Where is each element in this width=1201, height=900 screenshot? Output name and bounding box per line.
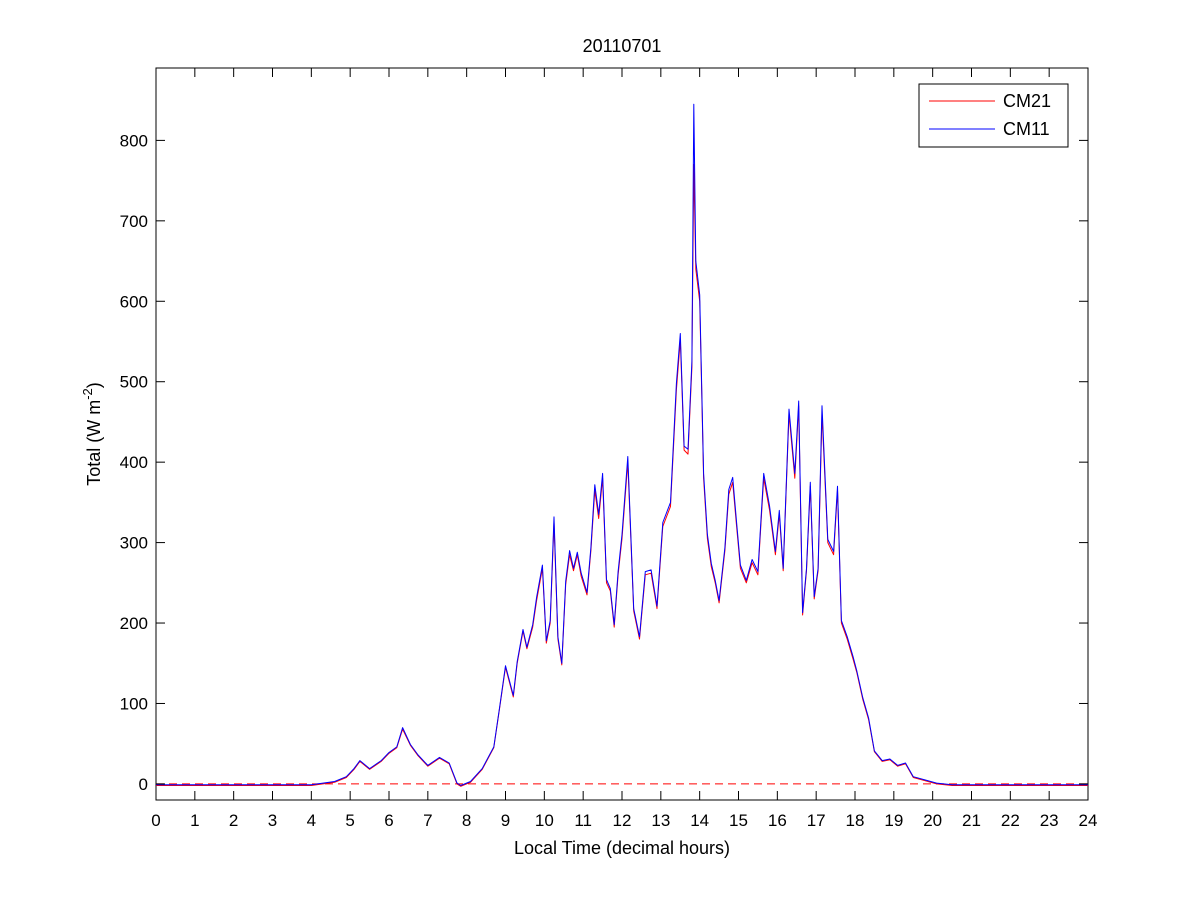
x-axis-label: Local Time (decimal hours) <box>514 838 730 858</box>
y-axis-ticks: 0 100 200 300 400 500 600 700 800 <box>120 131 1088 794</box>
y-tick-label: 0 <box>139 775 148 794</box>
x-tick-label: 9 <box>501 811 510 830</box>
x-tick-label: 8 <box>462 811 471 830</box>
x-tick-label: 20 <box>923 811 942 830</box>
x-tick-label: 15 <box>729 811 748 830</box>
x-tick-label: 12 <box>613 811 632 830</box>
x-axis-ticks: 0 1 2 3 4 5 6 7 8 9 10 11 12 13 14 15 16 17 18 19 20 21 22 23 24 <box>151 68 1097 830</box>
chart-title: 20110701 <box>583 36 662 56</box>
x-tick-label: 22 <box>1001 811 1020 830</box>
x-tick-label: 1 <box>190 811 199 830</box>
x-tick-label: 10 <box>535 811 554 830</box>
x-tick-label: 14 <box>690 811 709 830</box>
legend-label-cm21: CM21 <box>1003 91 1051 111</box>
y-tick-label: 700 <box>120 212 148 231</box>
x-tick-label: 11 <box>574 811 592 830</box>
axes-box <box>155 67 1089 801</box>
x-tick-label: 24 <box>1079 811 1098 830</box>
legend-box <box>918 83 1069 148</box>
x-tick-label: 17 <box>807 811 826 830</box>
x-tick-label: 7 <box>423 811 432 830</box>
x-tick-label: 6 <box>384 811 393 830</box>
series-line-cm11 <box>156 103 1088 786</box>
y-tick-label: 100 <box>120 694 148 713</box>
y-axis-label-suffix: ) <box>84 382 104 388</box>
y-tick-label: 800 <box>120 131 148 150</box>
x-tick-label: 3 <box>268 811 277 830</box>
x-tick-label: 4 <box>307 811 316 830</box>
legend: CM21 CM11 <box>918 83 1069 148</box>
y-tick-label: 500 <box>120 373 148 392</box>
y-axis-label-superscript: -2 <box>80 388 95 400</box>
x-tick-label: 21 <box>962 811 981 830</box>
y-tick-label: 600 <box>120 292 148 311</box>
series-layer <box>156 103 1088 787</box>
plot-area: 0 1 2 3 4 5 6 7 8 9 10 11 12 13 14 15 16 17 18 19 20 21 22 23 24… <box>120 67 1097 830</box>
y-tick-label: 200 <box>120 614 148 633</box>
x-tick-label: 23 <box>1040 811 1059 830</box>
x-tick-label: 2 <box>229 811 238 830</box>
y-axis-label-main: Total (W m <box>84 400 104 486</box>
x-tick-label: 19 <box>884 811 903 830</box>
legend-label-cm11: CM11 <box>1003 119 1050 139</box>
x-tick-label: 18 <box>846 811 865 830</box>
y-tick-label: 400 <box>120 453 148 472</box>
x-tick-label: 16 <box>768 811 787 830</box>
y-axis-label: Total (W m-2) <box>80 382 104 486</box>
x-tick-label: 13 <box>651 811 670 830</box>
x-tick-label: 5 <box>345 811 354 830</box>
y-tick-label: 300 <box>120 534 148 553</box>
x-tick-label: 0 <box>151 811 160 830</box>
